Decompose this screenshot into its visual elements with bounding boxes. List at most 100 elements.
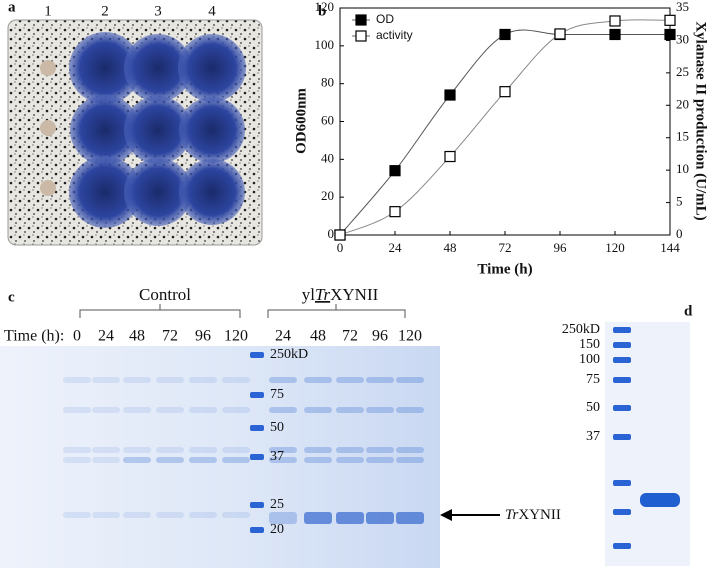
band [156, 457, 184, 463]
protein-band [640, 493, 680, 507]
ladder-band [250, 454, 264, 460]
band [396, 512, 424, 524]
marker [334, 229, 346, 241]
band [156, 512, 184, 518]
band [336, 512, 364, 524]
band [222, 512, 250, 518]
ladder-band [613, 327, 631, 333]
lane-label: 120 [398, 328, 422, 345]
lane-label: 72 [162, 328, 178, 345]
x-tick-label: 144 [660, 240, 680, 255]
band [92, 377, 120, 383]
bracket [79, 304, 241, 318]
marker [664, 28, 676, 41]
ladder-band [613, 434, 631, 440]
marker [355, 30, 367, 42]
panel-label: d [684, 303, 693, 319]
marker [664, 14, 676, 26]
panel-label: b [318, 3, 326, 19]
ladder-band [613, 342, 631, 348]
ladder-band [613, 405, 631, 411]
y-tick-label: 20 [321, 188, 334, 203]
ladder-label: 75 [270, 387, 284, 402]
lane-label: 24 [98, 328, 114, 345]
arrow-label: TrXYNII [505, 507, 561, 523]
ladder-label: 75 [586, 372, 600, 387]
time-label: Time (h): [4, 328, 64, 345]
marker [499, 86, 511, 98]
legend-label: activity [376, 28, 413, 42]
band [189, 512, 217, 518]
band [156, 407, 184, 413]
lane-label: 96 [372, 328, 388, 345]
band [189, 407, 217, 413]
ladder-label: 250kD [270, 347, 308, 362]
ladder-label: 37 [270, 449, 284, 464]
panel-a: a 1 2 3 4 [7, 0, 263, 246]
band [63, 457, 91, 463]
band [269, 457, 297, 463]
panel-label: c [8, 289, 15, 305]
marker [444, 89, 456, 101]
band [304, 377, 332, 383]
x-tick-label: 0 [337, 240, 344, 255]
band [63, 377, 91, 383]
lane-label: 2 [101, 3, 109, 19]
band [366, 457, 394, 463]
lane-label: 1 [44, 3, 52, 19]
lane-label: 3 [154, 3, 162, 19]
arrow-head [440, 509, 452, 521]
band [189, 457, 217, 463]
band [123, 447, 151, 453]
band [366, 512, 394, 524]
y-tick-label: 100 [315, 37, 335, 52]
band [92, 447, 120, 453]
gel [0, 346, 440, 568]
x-tick-label: 48 [444, 240, 457, 255]
band [336, 457, 364, 463]
panel-c: c Control ylTrXYNII Time (h): TrXYNII [0, 285, 561, 568]
band [92, 407, 120, 413]
label-part: Tr [315, 285, 331, 304]
x-tick-label: 72 [499, 240, 512, 255]
x-tick-label: 96 [554, 240, 568, 255]
y-tick-label: 120 [315, 0, 335, 14]
y2-tick-label: 15 [676, 129, 689, 144]
series-line [339, 29, 670, 236]
band [92, 457, 120, 463]
y-tick-label: 60 [321, 112, 334, 127]
band [123, 377, 151, 383]
bracket [267, 304, 406, 318]
lane-label: 72 [342, 328, 358, 345]
band [156, 447, 184, 453]
band [222, 457, 250, 463]
ladder-band [250, 502, 264, 508]
halos [40, 32, 246, 228]
lane-label: 0 [73, 328, 81, 345]
band [396, 457, 424, 463]
band [269, 407, 297, 413]
marker [499, 28, 511, 41]
ladder-label: 100 [579, 352, 600, 367]
y2-tick-label: 5 [676, 194, 683, 209]
marker [554, 28, 566, 40]
band [336, 407, 364, 413]
lane-label: 96 [195, 328, 211, 345]
label-part: Tr [505, 507, 519, 523]
band [304, 407, 332, 413]
lane-label: 48 [310, 328, 326, 345]
band [396, 407, 424, 413]
y2-tick-label: 0 [676, 226, 683, 241]
band [269, 447, 297, 453]
band [269, 377, 297, 383]
series-line [339, 19, 671, 236]
panel-label: a [8, 0, 16, 15]
label-part: yl [302, 285, 316, 304]
ladder-label: 50 [270, 420, 284, 435]
group-label: ylTrXYNII [302, 285, 379, 304]
label-part: XYNII [518, 507, 561, 523]
marker [389, 206, 401, 218]
legend-label: OD [376, 12, 394, 26]
ladder-band [613, 377, 631, 383]
